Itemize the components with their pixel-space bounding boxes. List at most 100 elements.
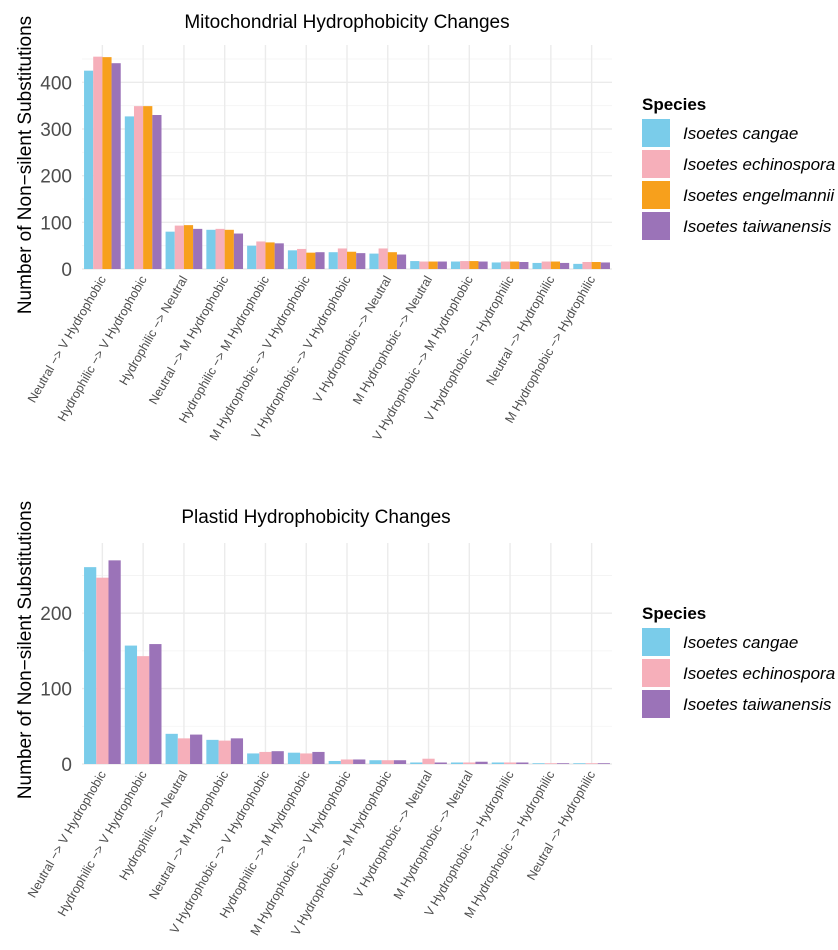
- chart-title: Mitochondrial Hydrophobicity Changes: [184, 12, 509, 33]
- x-tick-label: Neutral −> M Hydrophobic: [146, 274, 231, 407]
- bar: [133, 106, 144, 269]
- bar: [500, 261, 511, 269]
- bar: [174, 225, 184, 269]
- bar: [544, 763, 557, 764]
- x-tick-label: Neutral −> V Hydrophobic: [25, 769, 109, 901]
- x-tick-label: V Hydrophobic −> Neutral: [310, 274, 394, 406]
- legend-swatch: [642, 181, 670, 209]
- bar: [190, 734, 203, 764]
- bar: [422, 758, 435, 764]
- bar: [206, 739, 219, 764]
- bar: [274, 243, 284, 269]
- bar: [419, 261, 429, 269]
- bar: [463, 762, 476, 764]
- bar: [560, 262, 570, 269]
- bar: [532, 763, 545, 764]
- y-tick-label: 0: [61, 755, 72, 776]
- bar: [469, 261, 479, 269]
- bar: [378, 248, 388, 269]
- x-tick-label: V Hydrophobic −> Neutral: [351, 769, 435, 901]
- bar: [591, 262, 601, 269]
- chart-title: Plastid Hydrophobicity Changes: [181, 507, 450, 528]
- bar: [84, 567, 97, 764]
- legend-label: Isoetes engelmannii: [683, 186, 835, 205]
- bar: [381, 760, 394, 764]
- bar: [347, 251, 357, 269]
- bar: [124, 645, 138, 764]
- bar: [224, 229, 234, 269]
- bar: [215, 228, 225, 269]
- y-tick-label: 200: [40, 167, 72, 188]
- bar: [597, 763, 610, 764]
- bar: [177, 738, 191, 764]
- bar: [102, 57, 112, 270]
- bar: [450, 762, 464, 764]
- bar: [111, 63, 121, 270]
- bar: [149, 644, 162, 764]
- legend-swatch: [642, 659, 670, 687]
- bar: [137, 656, 150, 764]
- bar: [516, 762, 529, 764]
- bar: [387, 252, 397, 269]
- bar: [230, 738, 244, 764]
- legend-label: Isoetes taiwanensis: [683, 695, 832, 714]
- bar: [550, 261, 561, 269]
- bar: [152, 115, 162, 269]
- legend-label: Isoetes taiwanensis: [683, 217, 832, 236]
- bar: [165, 733, 178, 764]
- bar: [519, 262, 529, 269]
- bar: [478, 261, 488, 269]
- x-tick-label: Neutral −> M Hydrophobic: [146, 769, 231, 902]
- bar: [315, 252, 325, 269]
- bar: [306, 252, 316, 269]
- legend-swatch: [642, 212, 670, 240]
- bar: [393, 760, 407, 764]
- bar: [206, 229, 216, 269]
- bar: [475, 761, 488, 764]
- bar: [183, 225, 194, 269]
- bar: [218, 740, 231, 764]
- bar: [93, 56, 103, 269]
- bar: [165, 231, 175, 269]
- bar: [297, 248, 307, 269]
- y-tick-label: 0: [61, 260, 72, 281]
- bar: [353, 759, 366, 764]
- bar: [328, 760, 341, 764]
- bar: [410, 261, 420, 269]
- bar: [491, 762, 504, 764]
- bar: [193, 228, 203, 269]
- bar: [556, 763, 570, 764]
- x-tick-label: M Hydrophobic −> Neutral: [391, 769, 476, 902]
- y-tick-label: 100: [40, 213, 72, 234]
- bar: [369, 253, 379, 269]
- bar: [428, 261, 438, 269]
- legend-label: Isoetes echinospora: [683, 664, 835, 683]
- bar: [582, 262, 592, 269]
- bar: [124, 116, 134, 270]
- bar: [340, 759, 354, 764]
- y-tick-label: 100: [40, 680, 72, 701]
- bar: [108, 560, 121, 764]
- y-axis-title: Number of Non−silent Substitutions: [15, 501, 36, 799]
- legend-title: Species: [642, 95, 706, 114]
- bar: [287, 752, 301, 764]
- legend-title: Species: [642, 604, 706, 623]
- bar: [460, 261, 470, 269]
- legend-swatch: [642, 690, 670, 718]
- legend-label: Isoetes cangae: [683, 633, 798, 652]
- bar: [434, 762, 447, 764]
- legend-label: Isoetes echinospora: [683, 155, 835, 174]
- bar: [265, 242, 275, 269]
- legend-swatch: [642, 628, 670, 656]
- y-tick-label: 200: [40, 604, 72, 625]
- bar: [259, 751, 272, 764]
- y-tick-label: 300: [40, 120, 72, 141]
- bar: [337, 248, 347, 269]
- bar: [573, 263, 583, 269]
- bar: [600, 262, 610, 269]
- bar: [271, 751, 284, 764]
- bar: [410, 762, 423, 764]
- bar: [247, 753, 260, 764]
